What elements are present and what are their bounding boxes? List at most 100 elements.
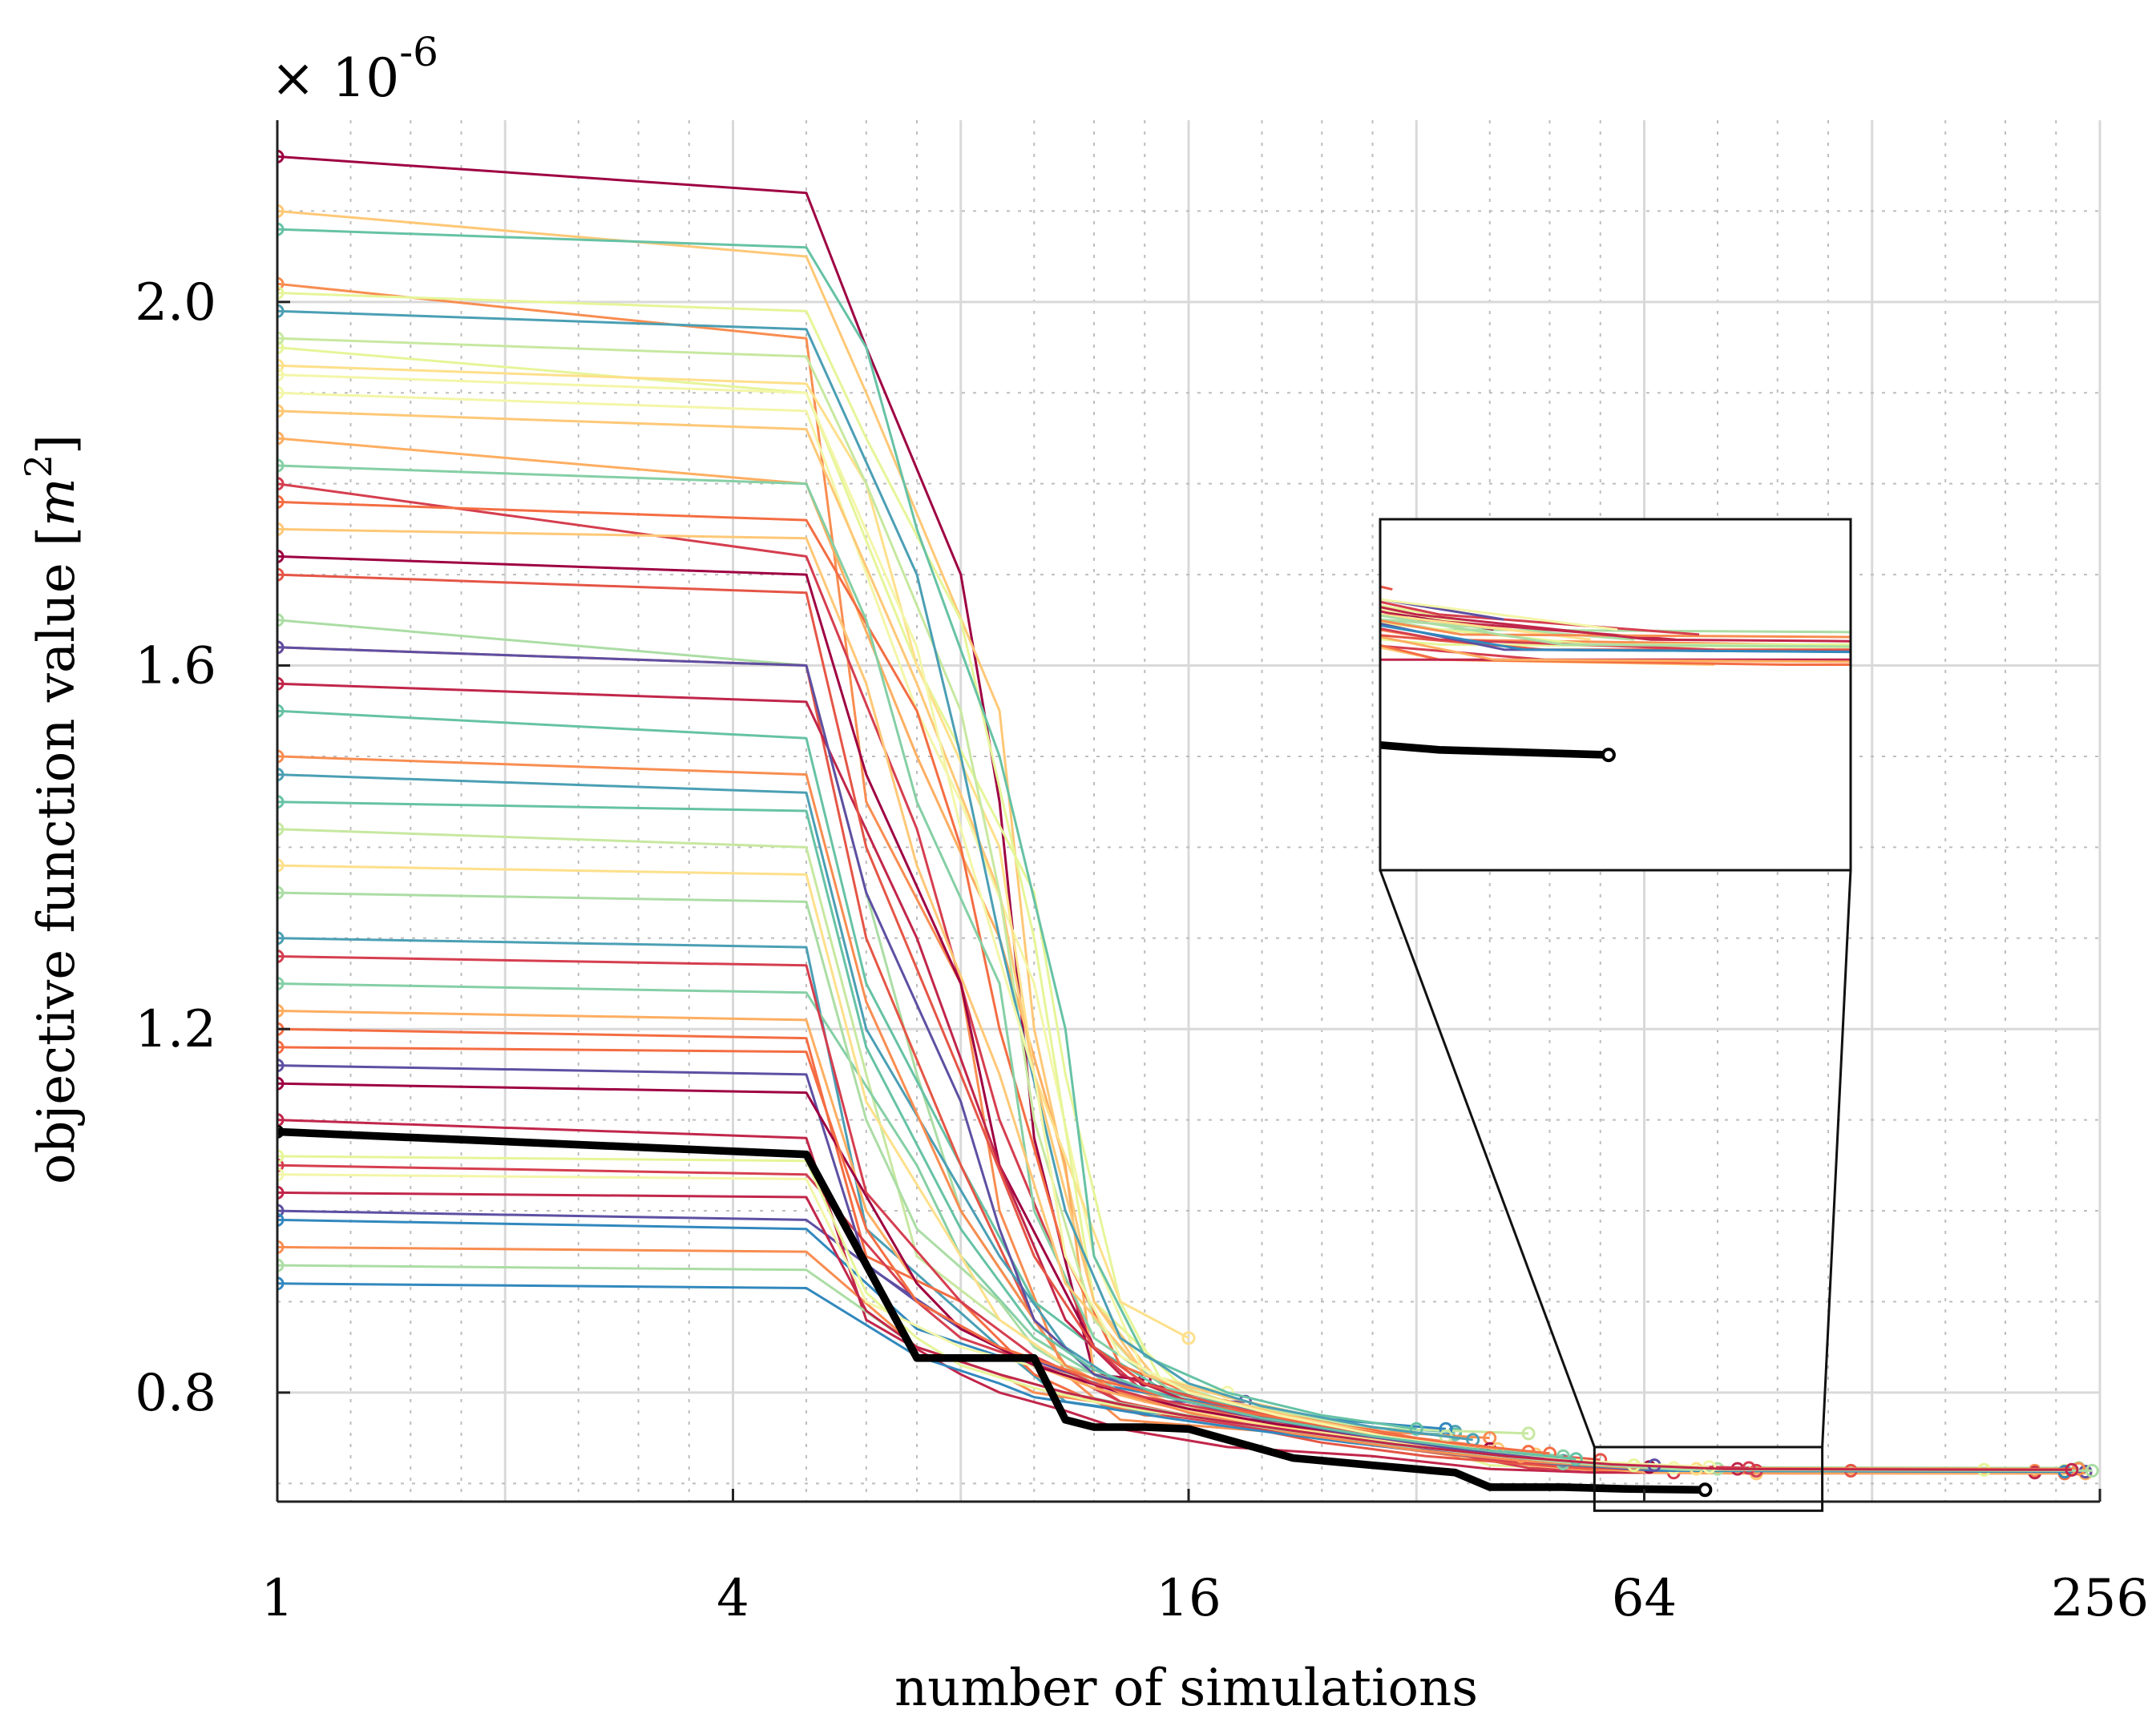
x-axis-label: number of simulations: [894, 1659, 1478, 1718]
series-end-marker: [1409, 1421, 1423, 1436]
series-start-marker: [277, 1204, 285, 1218]
series-line: [1380, 622, 1851, 653]
y-tick-label: 1.2: [135, 1000, 216, 1059]
series-start-marker: [277, 331, 285, 345]
series-start-marker: [277, 858, 285, 873]
y-multiplier-exponent: -6: [399, 29, 438, 75]
series-start-marker: [277, 222, 285, 236]
y-tick-label: 1.6: [135, 637, 216, 696]
series-start-marker: [277, 368, 285, 382]
series-start-marker: [277, 522, 285, 536]
series-end-marker: [1181, 1331, 1196, 1345]
series-start-marker: [277, 949, 285, 963]
x-tick-label: 16: [1156, 1569, 1221, 1628]
series-end-marker: [1569, 1452, 1583, 1466]
series-group: [277, 149, 2099, 1498]
series-start-marker: [277, 885, 285, 900]
best-run-end-marker: [1601, 748, 1616, 763]
series-line: [277, 1046, 1550, 1455]
series-start-marker: [277, 704, 285, 718]
y-multiplier-base: × 10: [271, 47, 399, 109]
series-start-marker: [277, 567, 285, 582]
x-tick-label: 64: [1612, 1569, 1677, 1628]
y-tick-labels: 0.8 1.2 1.6 2.0: [135, 273, 216, 1423]
series-start-marker: [277, 822, 285, 837]
series-start-marker: [277, 549, 285, 563]
series-end-marker: [2085, 1463, 2099, 1478]
series-start-marker: [277, 494, 285, 509]
x-tick-label: 1: [261, 1569, 294, 1628]
series-start-marker: [277, 768, 285, 782]
y-axis-label-unit: m: [27, 478, 87, 526]
y-axis-label-open-bracket: [: [27, 526, 87, 563]
series-line: [277, 391, 1228, 1394]
y-tick-label: 2.0: [135, 273, 216, 333]
series-start-marker: [277, 1167, 285, 1182]
series-line: [277, 364, 1189, 1340]
series-start-marker: [277, 640, 285, 655]
inset-connectors: [1379, 869, 1852, 1448]
series-start-marker: [277, 613, 285, 627]
x-tick-label: 256: [2051, 1569, 2149, 1628]
series-start-marker: [277, 1004, 285, 1018]
y-axis-label-unit-exponent: 2: [17, 454, 60, 478]
inset-series-group: [1380, 585, 1851, 763]
series-line: [1380, 619, 1851, 639]
x-tick-label: 4: [717, 1569, 749, 1628]
series-start-marker: [277, 1149, 285, 1163]
series-start-marker: [277, 931, 285, 946]
series-end-marker: [1521, 1426, 1536, 1441]
series-start-marker: [277, 1276, 285, 1291]
series-start-marker: [277, 385, 285, 400]
inset-connector-line: [1379, 869, 1596, 1448]
y-tick-label: 0.8: [135, 1364, 216, 1423]
series-end-marker: [2065, 1462, 2079, 1477]
inset-connector-line: [1821, 869, 1852, 1448]
y-multiplier-label: × 10-6: [271, 29, 438, 109]
y-axis-label-group: objective function value [m2]: [17, 434, 87, 1184]
series-start-marker: [277, 204, 285, 218]
series-line: [1380, 614, 1851, 648]
series-line: [277, 337, 1447, 1438]
axes: [276, 120, 2101, 1503]
series-start-marker: [277, 749, 285, 764]
best-run-line: [277, 1127, 1706, 1494]
x-tick-labels: 1 4 16 64 256: [261, 1569, 2149, 1628]
best-run-end-marker: [1698, 1482, 1713, 1498]
series-line: [1380, 606, 1851, 643]
series-start-marker: [277, 1258, 285, 1272]
series-start-marker: [277, 304, 285, 318]
series-start-marker: [277, 477, 285, 491]
series-line: [1380, 623, 1851, 654]
series-line: [277, 1191, 2072, 1471]
series-start-marker: [277, 1185, 285, 1200]
y-axis-label-text: objective function value: [27, 563, 87, 1184]
series-start-marker: [277, 1040, 285, 1055]
y-axis-label-close-bracket: ]: [27, 434, 87, 454]
inset-source-box: [1593, 1446, 1824, 1512]
series-start-marker: [277, 1059, 285, 1073]
series-end-marker: [2072, 1462, 2086, 1476]
series-start-marker: [277, 358, 285, 373]
series-start-marker: [277, 1158, 285, 1172]
series-start-marker: [277, 458, 285, 473]
y-axis-label: objective function value [m2]: [17, 434, 87, 1184]
series-line: [277, 527, 1499, 1450]
series-start-marker: [277, 286, 285, 300]
series-start-marker: [277, 1212, 285, 1227]
series-line: [277, 155, 1145, 1381]
series-start-marker: [277, 404, 285, 418]
series-start-marker: [277, 1113, 285, 1127]
series-line: [1380, 635, 1851, 663]
series-start-marker: [277, 977, 285, 990]
series-line: [277, 800, 1577, 1461]
series-start-marker: [277, 149, 285, 163]
series-line: [277, 228, 1417, 1430]
series-start-marker: [277, 1240, 285, 1254]
series-line: [277, 646, 1655, 1467]
inset-background: [1380, 519, 1851, 870]
series-start-marker: [277, 276, 285, 291]
series-start-marker: [277, 795, 285, 809]
best-run-start-marker: [277, 1124, 285, 1139]
